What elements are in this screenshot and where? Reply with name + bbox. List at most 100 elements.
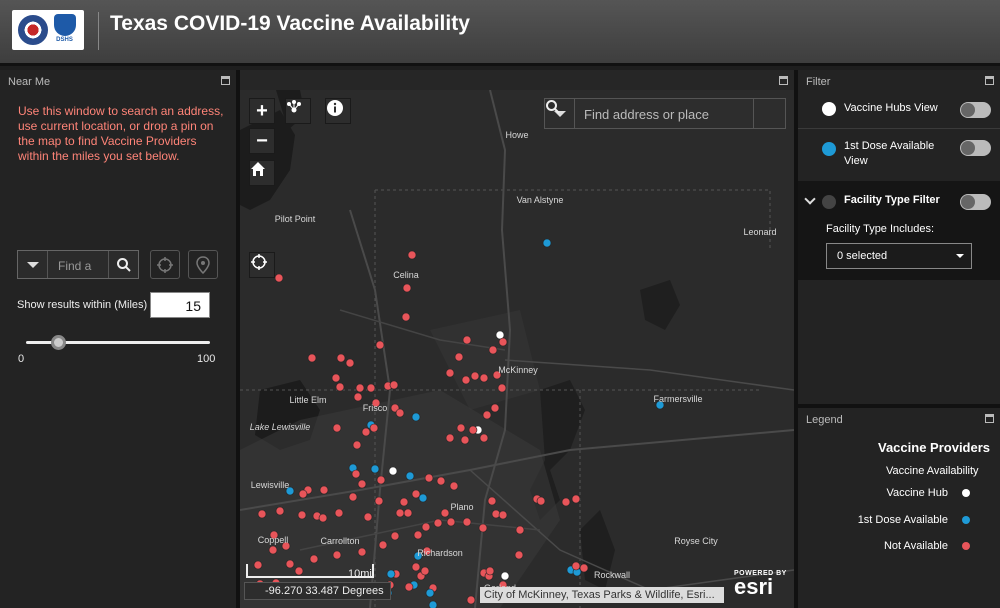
unavailable-provider-marker[interactable] <box>424 473 434 483</box>
unavailable-provider-marker[interactable] <box>371 398 381 408</box>
unavailable-provider-marker[interactable] <box>413 530 423 540</box>
first-dose-provider-marker[interactable] <box>413 551 423 561</box>
unavailable-provider-marker[interactable] <box>389 380 399 390</box>
unavailable-provider-marker[interactable] <box>461 375 471 385</box>
unavailable-provider-marker[interactable] <box>335 382 345 392</box>
unavailable-provider-marker[interactable] <box>515 525 525 535</box>
unavailable-provider-marker[interactable] <box>336 353 346 363</box>
unavailable-provider-marker[interactable] <box>579 563 589 573</box>
first-dose-provider-marker[interactable] <box>411 412 421 422</box>
unavailable-provider-marker[interactable] <box>498 337 508 347</box>
first-dose-view-toggle[interactable] <box>960 140 991 156</box>
map-search[interactable]: Find address or place <box>544 98 786 129</box>
unavailable-provider-marker[interactable] <box>351 469 361 479</box>
drop-pin-button[interactable] <box>188 250 218 279</box>
unavailable-provider-marker[interactable] <box>440 508 450 518</box>
unavailable-provider-marker[interactable] <box>309 554 319 564</box>
map-view[interactable]: Howe Van Alstyne Leonard Pilot Point Celina M… <box>240 90 794 608</box>
unavailable-provider-marker[interactable] <box>411 489 421 499</box>
first-dose-provider-marker[interactable] <box>370 464 380 474</box>
unavailable-provider-marker[interactable] <box>395 508 405 518</box>
chevron-down-icon[interactable] <box>804 193 816 205</box>
unavailable-provider-marker[interactable] <box>407 250 417 260</box>
unavailable-provider-marker[interactable] <box>536 496 546 506</box>
unavailable-provider-marker[interactable] <box>331 373 341 383</box>
unavailable-provider-marker[interactable] <box>446 517 456 527</box>
unavailable-provider-marker[interactable] <box>298 489 308 499</box>
facility-filter-toggle[interactable] <box>960 194 991 210</box>
vaccine-hub-marker[interactable] <box>388 466 398 476</box>
unavailable-provider-marker[interactable] <box>369 423 379 433</box>
unavailable-provider-marker[interactable] <box>297 510 307 520</box>
unavailable-provider-marker[interactable] <box>374 496 384 506</box>
unavailable-provider-marker[interactable] <box>376 475 386 485</box>
unavailable-provider-marker[interactable] <box>281 541 291 551</box>
map-search-button[interactable] <box>546 99 785 128</box>
unavailable-provider-marker[interactable] <box>363 512 373 522</box>
unavailable-provider-marker[interactable] <box>274 273 284 283</box>
zoom-in-button[interactable]: + <box>249 98 275 124</box>
provider-dots-layer[interactable] <box>240 90 794 608</box>
unavailable-provider-marker[interactable] <box>436 476 446 486</box>
unavailable-provider-marker[interactable] <box>468 425 478 435</box>
unavailable-provider-marker[interactable] <box>353 392 363 402</box>
maximize-icon[interactable] <box>985 76 994 85</box>
home-button[interactable] <box>249 160 275 186</box>
near-me-search[interactable]: Find a <box>17 250 139 279</box>
map-search-source-dropdown[interactable] <box>545 99 575 128</box>
unavailable-provider-marker[interactable] <box>514 550 524 560</box>
unavailable-provider-marker[interactable] <box>294 566 304 576</box>
unavailable-provider-marker[interactable] <box>355 383 365 393</box>
unavailable-provider-marker[interactable] <box>487 496 497 506</box>
unavailable-provider-marker[interactable] <box>571 561 581 571</box>
maximize-icon[interactable] <box>779 76 788 85</box>
unavailable-provider-marker[interactable] <box>269 530 279 540</box>
unavailable-provider-marker[interactable] <box>275 506 285 516</box>
unavailable-provider-marker[interactable] <box>454 352 464 362</box>
unavailable-provider-marker[interactable] <box>401 312 411 322</box>
unavailable-provider-marker[interactable] <box>478 523 488 533</box>
unavailable-provider-marker[interactable] <box>561 497 571 507</box>
unavailable-provider-marker[interactable] <box>462 517 472 527</box>
first-dose-provider-marker[interactable] <box>542 238 552 248</box>
locate-button[interactable] <box>249 252 275 278</box>
unavailable-provider-marker[interactable] <box>378 540 388 550</box>
unavailable-provider-marker[interactable] <box>402 283 412 293</box>
info-button[interactable] <box>325 98 351 124</box>
unavailable-provider-marker[interactable] <box>411 562 421 572</box>
unavailable-provider-marker[interactable] <box>421 522 431 532</box>
range-slider-handle[interactable] <box>51 335 66 350</box>
layer-list-button[interactable] <box>285 98 311 124</box>
unavailable-provider-marker[interactable] <box>332 550 342 560</box>
hubs-view-toggle[interactable] <box>960 102 991 118</box>
unavailable-provider-marker[interactable] <box>422 546 432 556</box>
unavailable-provider-marker[interactable] <box>492 370 502 380</box>
first-dose-provider-marker[interactable] <box>285 486 295 496</box>
map-attribution[interactable]: City of McKinney, Texas Parks & Wildlife… <box>480 587 724 603</box>
unavailable-provider-marker[interactable] <box>366 383 376 393</box>
near-me-search-input[interactable]: Find a <box>58 259 92 273</box>
unavailable-provider-marker[interactable] <box>485 566 495 576</box>
zoom-out-button[interactable]: − <box>249 128 275 154</box>
unavailable-provider-marker[interactable] <box>285 559 295 569</box>
unavailable-provider-marker[interactable] <box>253 560 263 570</box>
unavailable-provider-marker[interactable] <box>420 566 430 576</box>
unavailable-provider-marker[interactable] <box>498 510 508 520</box>
unavailable-provider-marker[interactable] <box>479 433 489 443</box>
unavailable-provider-marker[interactable] <box>357 479 367 489</box>
unavailable-provider-marker[interactable] <box>361 427 371 437</box>
vaccine-hub-marker[interactable] <box>500 571 510 581</box>
unavailable-provider-marker[interactable] <box>307 353 317 363</box>
unavailable-provider-marker[interactable] <box>375 340 385 350</box>
unavailable-provider-marker[interactable] <box>482 410 492 420</box>
unavailable-provider-marker[interactable] <box>479 373 489 383</box>
unavailable-provider-marker[interactable] <box>470 371 480 381</box>
unavailable-provider-marker[interactable] <box>462 335 472 345</box>
unavailable-provider-marker[interactable] <box>488 345 498 355</box>
unavailable-provider-marker[interactable] <box>466 595 476 605</box>
unavailable-provider-marker[interactable] <box>456 423 466 433</box>
unavailable-provider-marker[interactable] <box>404 582 414 592</box>
unavailable-provider-marker[interactable] <box>268 545 278 555</box>
unavailable-provider-marker[interactable] <box>571 494 581 504</box>
unavailable-provider-marker[interactable] <box>345 358 355 368</box>
